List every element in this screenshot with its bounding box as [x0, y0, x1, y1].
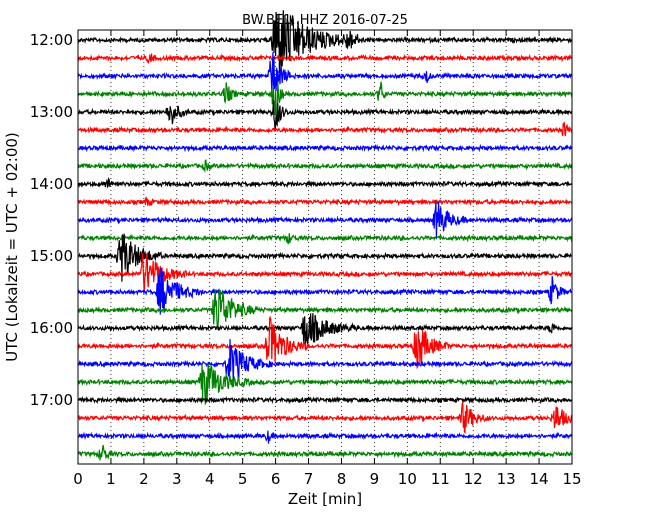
y-tick-label: 12:00 — [30, 31, 73, 49]
x-tick-label: 6 — [271, 470, 281, 488]
x-tick-label: 8 — [337, 470, 347, 488]
grid-layer — [110, 30, 540, 464]
x-tick-label: 14 — [530, 470, 549, 488]
seismic-trace — [77, 267, 573, 315]
seismic-trace — [77, 176, 573, 189]
x-tick-label: 2 — [139, 470, 149, 488]
seismic-trace — [77, 339, 573, 383]
x-tick-label: 12 — [464, 470, 483, 488]
seismic-trace — [77, 99, 573, 131]
trace-layer — [77, 10, 573, 461]
plot-frame — [77, 29, 573, 465]
x-tick-label: 1 — [106, 470, 116, 488]
seismic-trace — [77, 444, 573, 461]
x-tick-label: 7 — [304, 470, 314, 488]
y-tick-label: 15:00 — [30, 247, 73, 265]
x-tick-label: 3 — [172, 470, 182, 488]
x-tick-label: 9 — [370, 470, 380, 488]
seismic-trace — [77, 233, 573, 282]
x-tick-label: 5 — [238, 470, 248, 488]
seismic-trace — [77, 252, 572, 293]
y-axis-label: UTC (Lokalzeit = UTC + 02:00) — [3, 132, 21, 362]
x-tick-label: 11 — [431, 470, 450, 488]
y-tick-label: 13:00 — [30, 103, 73, 121]
seismic-trace — [77, 313, 573, 348]
seismic-trace — [77, 122, 573, 137]
x-tick-label: 0 — [73, 470, 83, 488]
seismic-trace — [77, 400, 573, 434]
seismic-trace — [77, 315, 573, 370]
seismic-trace — [77, 159, 573, 173]
seismic-trace — [77, 81, 573, 117]
tick-layer: 0 1 2 3 4 5 6 7 8 9 10 11 12 13 14 1512:0013:0014:0015:… — [30, 30, 582, 488]
seismic-trace — [77, 10, 573, 74]
x-tick-label: 13 — [497, 470, 516, 488]
x-axis-label: Zeit [min] — [288, 490, 362, 508]
seismic-trace — [77, 395, 573, 405]
seismic-trace — [77, 233, 573, 245]
y-tick-label: 17:00 — [30, 391, 73, 409]
x-tick-label: 15 — [562, 470, 581, 488]
x-tick-label: 4 — [205, 470, 215, 488]
seismic-trace — [77, 53, 573, 64]
seismic-trace — [77, 202, 573, 240]
seismic-trace — [77, 196, 573, 207]
seismic-trace — [77, 288, 573, 330]
x-tick-label: 10 — [398, 470, 417, 488]
seismic-trace — [77, 430, 573, 444]
y-tick-label: 16:00 — [30, 319, 73, 337]
seismic-trace — [77, 363, 573, 405]
seismic-trace — [77, 143, 573, 153]
y-tick-label: 14:00 — [30, 175, 73, 193]
seismic-trace — [77, 52, 573, 92]
chart-title: BW.BE1..HHZ 2016-07-25 — [242, 13, 408, 28]
